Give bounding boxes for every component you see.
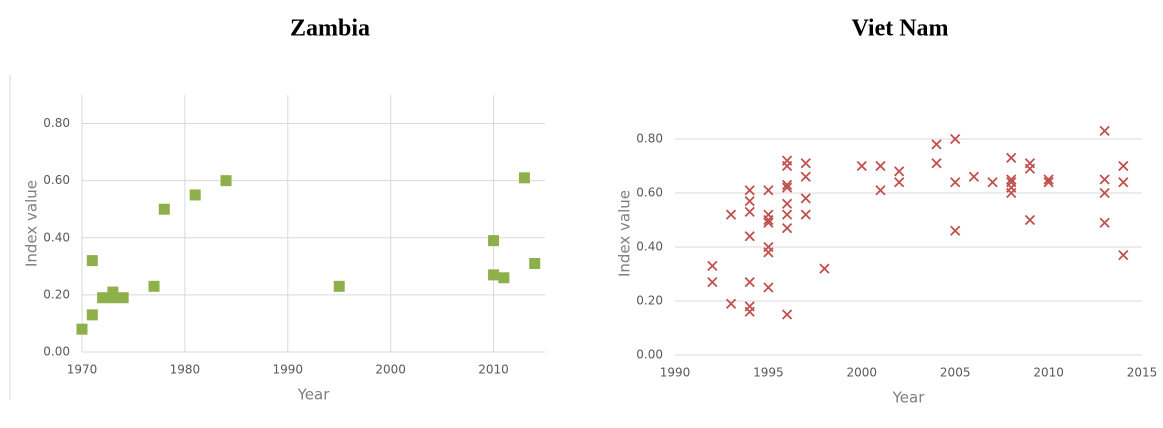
point [1043,177,1054,188]
x-tick-label: 2005 [940,366,971,380]
y-tick-label: 0.80 [636,132,663,146]
chart-title: Zambia [290,16,370,42]
x-tick-label: 1990 [273,363,304,377]
point [744,276,755,288]
y-tick-label: 0.20 [636,294,663,308]
x-tick-label: 2010 [1033,366,1064,380]
point [725,209,737,220]
point [86,309,98,321]
point [800,158,811,169]
y-tick-label: 0.40 [43,230,70,244]
y-axis-title: Index value [23,180,41,267]
y-tick-label: 0.00 [43,345,70,359]
point [763,217,774,228]
point [781,198,793,209]
y-tick-label: 0.60 [43,173,70,187]
x-axis-title: Year [892,389,926,407]
point [987,177,998,188]
point [968,171,980,182]
point [707,260,718,272]
point [707,276,718,288]
point [744,206,755,218]
point [763,185,774,196]
point [158,203,170,215]
point [894,166,905,177]
x-tick-label: 2000 [375,363,406,377]
point [894,177,905,188]
x-tick-label: 2015 [1127,366,1158,380]
point [781,222,793,234]
point [781,182,793,193]
point [781,209,793,220]
y-tick-label: 0.80 [43,116,70,130]
point [529,257,541,269]
point [950,225,961,236]
chart-title: Viet Nam [851,16,948,42]
point [800,193,811,204]
point [220,175,232,187]
point [800,171,811,182]
point [781,179,793,191]
point [763,214,774,226]
point [744,306,755,317]
point [744,185,755,196]
point [1118,249,1129,261]
point [107,286,119,298]
point [488,269,500,281]
point [1099,217,1110,228]
point [1006,174,1017,185]
point [488,235,500,247]
point [875,160,886,172]
point [781,309,793,320]
point [1118,160,1129,172]
point [781,160,793,172]
point [148,280,160,292]
point [950,133,961,145]
point [1024,214,1036,226]
y-tick-label: 0.60 [636,186,663,200]
point [856,160,867,172]
point [97,292,109,304]
point [800,209,811,220]
point [107,292,119,304]
y-tick-label: 0.20 [43,287,70,301]
y-axis-title: Index value [616,190,634,277]
point [931,139,942,150]
x-tick-label: 1980 [170,363,201,377]
point [725,298,737,309]
point [189,189,201,201]
point [950,177,961,188]
point [1118,177,1129,188]
x-tick-label: 2010 [478,363,509,377]
point [1099,174,1110,185]
point [1099,125,1110,137]
point [931,158,942,169]
x-tick-label: 1970 [67,363,98,377]
x-tick-label: 1995 [753,366,784,380]
x-tick-label: 2000 [847,366,878,380]
point [1024,163,1036,174]
point [333,280,345,292]
point [498,272,510,284]
point [763,282,774,293]
x-axis-title: Year [297,386,331,404]
point [763,247,774,258]
point [518,172,530,184]
point [744,231,755,242]
point [1006,152,1017,164]
point [76,323,88,335]
point [86,255,98,267]
point [1006,187,1017,199]
point [819,263,830,274]
point [117,292,129,304]
point [744,195,755,207]
point [1043,174,1054,185]
point [1099,187,1110,199]
point [875,185,886,196]
x-tick-label: 1990 [660,366,691,380]
y-tick-label: 0.00 [636,348,663,362]
y-tick-label: 0.40 [636,240,663,254]
